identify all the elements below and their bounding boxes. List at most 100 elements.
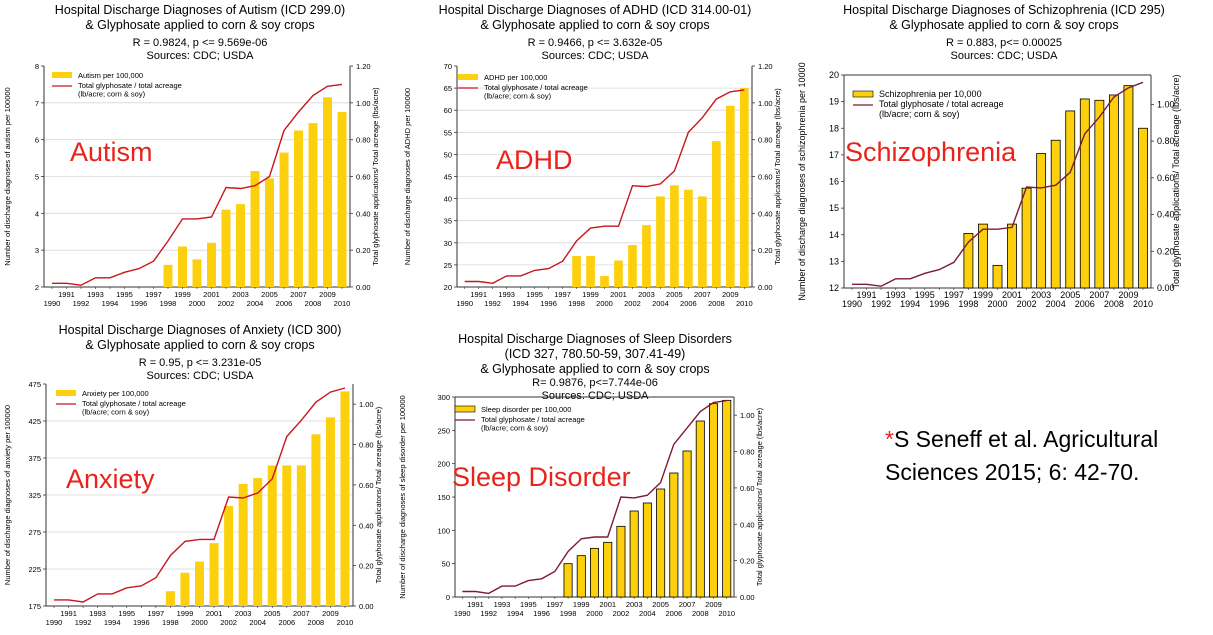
- bar: [656, 196, 665, 287]
- legend-line-label-part: Total glyphosate / total acreage: [82, 399, 186, 408]
- line-series: [852, 81, 1144, 287]
- y-tick-label: 50: [444, 150, 452, 159]
- y-tick-label: 50: [442, 560, 450, 569]
- x-tick-label: 2003: [626, 600, 643, 609]
- y2-tick-label: 0.60: [359, 481, 374, 490]
- y2-tick-label: 0.20: [356, 246, 371, 255]
- chart-panel-anxiety: Hospital Discharge Diagnoses of Anxiety …: [0, 320, 400, 635]
- x-tick-label: 1996: [133, 618, 150, 627]
- y2-tick-label: 0.80: [359, 441, 374, 450]
- x-tick-label: 1999: [582, 290, 599, 299]
- x-tick-label: 2001: [1002, 290, 1022, 300]
- bar: [684, 189, 693, 287]
- x-tick-label: 1993: [89, 609, 106, 618]
- bar: [1021, 187, 1032, 289]
- y-tick-label: 5: [35, 173, 39, 182]
- x-tick-label: 1991: [60, 609, 77, 618]
- x-tick-label: 1996: [540, 299, 557, 308]
- y-tick-label: 6: [35, 136, 39, 145]
- y2-tick-label: 0.20: [740, 557, 755, 566]
- chart-panel-schizophrenia: Hospital Discharge Diagnoses of Schizoph…: [795, 0, 1213, 318]
- x-tick-label: 2010: [337, 618, 354, 627]
- x-tick-label: 1999: [573, 600, 590, 609]
- y2-axis-label: Total glyphosate applicatons/ Total acre…: [773, 88, 782, 265]
- y-tick-label: 60: [444, 106, 452, 115]
- bar: [1108, 94, 1119, 289]
- legend-line-label-part: (lb/acre; corn & soy): [82, 408, 150, 417]
- bar: [656, 488, 666, 598]
- line-series: [464, 89, 745, 285]
- chart-title: Hospital Discharge Diagnoses of Autism (…: [54, 3, 346, 32]
- chart-overlay-label: Autism: [70, 137, 153, 167]
- bar: [1007, 223, 1017, 289]
- x-tick-label: 2007: [694, 290, 711, 299]
- y-axis-label: Number of discharge diagnoses of ADHD pe…: [403, 88, 412, 265]
- bar: [1050, 139, 1061, 289]
- x-tick-label: 2008: [305, 299, 322, 308]
- legend-bar-label: ADHD per 100,000: [484, 73, 547, 82]
- legend-line-label: Total glyphosate / total acreage (lb/acre…: [484, 83, 588, 101]
- y-tick-label: 3: [35, 246, 39, 255]
- y-tick-label: 14: [829, 230, 839, 240]
- x-tick-label: 2010: [1133, 299, 1153, 309]
- y-tick-label: 275: [28, 528, 41, 537]
- bar: [194, 561, 205, 606]
- bar: [209, 543, 219, 606]
- x-tick-label: 1993: [494, 600, 511, 609]
- bar: [725, 105, 735, 287]
- bar: [616, 525, 626, 598]
- y-axis-label: Number of discharge diagnoses of autism …: [3, 87, 12, 265]
- x-tick-label: 2006: [665, 609, 682, 618]
- y-tick-label: 200: [437, 460, 450, 469]
- chart-overlay-label: Schizophrenia: [845, 137, 1017, 167]
- x-tick-label: 1994: [900, 299, 920, 309]
- y2-tick-label: 1.00: [356, 99, 371, 108]
- y2-tick-label: 0.40: [359, 521, 374, 530]
- x-tick-label: 2007: [679, 600, 696, 609]
- y2-tick-label: 1.20: [758, 62, 773, 71]
- y-tick-label: 45: [444, 173, 452, 182]
- x-tick-label: 1996: [131, 299, 148, 308]
- bar: [600, 275, 609, 287]
- x-tick-label: 1990: [46, 618, 63, 627]
- chart-stats: R = 0.883, p<= 0.00025 Sources: CDC; USD…: [946, 37, 1062, 62]
- x-tick-label: 1992: [73, 299, 90, 308]
- y2-tick-label: 0.60: [758, 173, 773, 182]
- x-tick-label: 2005: [666, 290, 683, 299]
- bar: [296, 465, 306, 606]
- chart-stats: R = 0.9466, p <= 3.632e-05 Sources: CDC;…: [527, 37, 663, 62]
- y2-tick-label: 1.00: [359, 400, 374, 409]
- bar: [325, 417, 335, 606]
- chart-autism: 23456780.000.200.400.600.801.001.2019901…: [3, 62, 380, 308]
- x-tick-label: 1995: [520, 600, 537, 609]
- line-series: [462, 399, 727, 595]
- x-tick-label: 2003: [638, 290, 655, 299]
- x-tick-label: 1997: [148, 609, 165, 618]
- x-tick-label: 1999: [174, 290, 191, 299]
- y-tick-label: 4: [35, 209, 39, 218]
- x-tick-label: 1994: [507, 609, 524, 618]
- bar: [311, 434, 321, 606]
- y2-axis-label: Total glyphosate applications/ Total acr…: [371, 87, 380, 266]
- chart-stats: R= 0.9876, p<=7.744e-06 Sources: CDC; US…: [532, 377, 658, 402]
- legend-bar-label: Schizophrenia per 10,000: [879, 89, 982, 99]
- y2-tick-label: 0.00: [359, 602, 374, 611]
- legend-line-label-part: Total glyphosate / total acreage: [879, 99, 1004, 109]
- legend-swatch-bar: [454, 405, 476, 413]
- x-tick-label: 2006: [278, 618, 295, 627]
- x-tick-label: 2003: [232, 290, 249, 299]
- chart-overlay-label: Sleep Disorder: [452, 462, 631, 492]
- chart-panel-autism: Hospital Discharge Diagnoses of Autism (…: [0, 0, 400, 318]
- y-tick-label: 20: [829, 70, 839, 80]
- x-tick-label: 2000: [596, 299, 613, 308]
- y-tick-label: 225: [28, 565, 41, 574]
- y-tick-label: 13: [829, 256, 839, 266]
- chart-title: Hospital Discharge Diagnoses of Sleep Di…: [458, 332, 732, 376]
- x-tick-label: 1992: [871, 299, 891, 309]
- bar: [698, 196, 707, 287]
- x-tick-label: 2007: [1089, 290, 1109, 300]
- y2-tick-label: 0.60: [740, 484, 755, 493]
- y-tick-label: 19: [829, 97, 839, 107]
- line-series: [52, 83, 343, 286]
- x-tick-label: 1998: [160, 299, 177, 308]
